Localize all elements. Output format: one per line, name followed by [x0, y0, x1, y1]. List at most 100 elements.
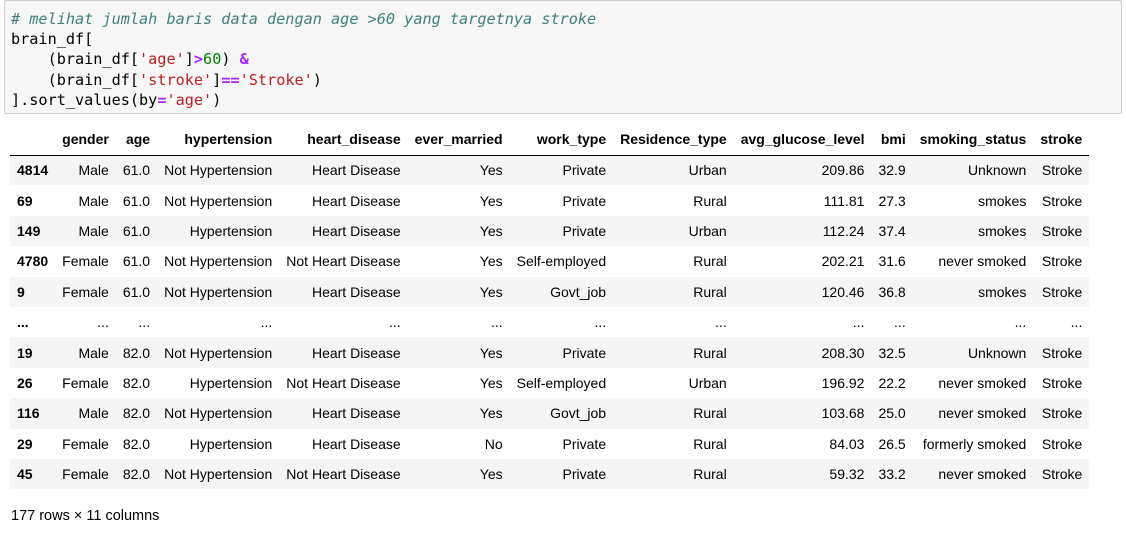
row-index: 45: [17, 466, 33, 483]
table-cell: 25.0: [878, 405, 906, 422]
table-cell: Heart Disease: [311, 222, 401, 239]
table-cell: Stroke: [1041, 162, 1083, 179]
table-cell: ...: [388, 314, 401, 331]
table-cell: Yes: [479, 344, 503, 361]
code-text: (brain_df[: [11, 70, 140, 89]
table-cell: Female: [62, 374, 109, 391]
table-cell: 32.9: [878, 162, 906, 179]
table-cell: Male: [78, 162, 109, 179]
table-cell: 111.81: [823, 192, 865, 209]
code-text: brain_df[: [11, 30, 94, 49]
table-cell: smokes: [978, 222, 1027, 239]
table-cell: Yes: [479, 283, 503, 300]
code-string: 'age': [139, 50, 185, 69]
table-row: 4780 Female 61.0 Not Hypertension Not Heart …: [10, 246, 1090, 277]
table-cell: Female: [62, 435, 109, 452]
table-cell: ...: [260, 314, 273, 331]
table-cell: Yes: [479, 222, 503, 239]
table-cell: Not Hypertension: [164, 192, 273, 209]
code-operator: &: [239, 50, 249, 69]
table-cell: Male: [78, 344, 109, 361]
table-cell: Not Heart Disease: [286, 374, 401, 391]
code-text: ]: [184, 50, 194, 69]
table-cell: 208.30: [821, 344, 865, 361]
table-cell: ...: [715, 314, 727, 331]
table-cell: ...: [894, 314, 906, 331]
cell-output: gender age hypertension heart_disease ev…: [10, 124, 1090, 490]
code-line-2: brain_df[: [11, 29, 1121, 49]
table-cell: 61.0: [122, 283, 151, 300]
code-cell-input[interactable]: # melihat jumlah baris data dengan age >…: [4, 0, 1122, 114]
table-row: 149 Male 61.0 Hypertension Heart Disease Yes P…: [10, 215, 1090, 247]
table-row: 45 Female 82.0 Not Hypertension Not Heart Di…: [10, 458, 1090, 490]
table-cell: Heart Disease: [311, 162, 401, 179]
row-index: 4814: [17, 162, 49, 179]
row-index: 149: [17, 222, 41, 239]
table-cell: 202.21: [821, 253, 865, 270]
table-cell: 103.68: [821, 405, 865, 422]
table-body: 4814 Male 61.0 Not Hypertension Heart Diseas…: [10, 155, 1090, 490]
table-cell: Private: [562, 466, 607, 483]
table-cell: Not Hypertension: [164, 253, 273, 270]
table-cell: 82.0: [122, 466, 151, 483]
table-cell: No: [484, 435, 503, 452]
table-cell: Stroke: [1041, 405, 1083, 422]
table-cell: Yes: [479, 162, 503, 179]
table-cell: Stroke: [1041, 253, 1083, 270]
code-operator: >: [193, 50, 204, 69]
table-cell: Private: [562, 162, 607, 179]
table-cell: Yes: [479, 466, 503, 483]
table-cell: Not Hypertension: [164, 344, 273, 361]
table-cell: Not Hypertension: [164, 162, 273, 179]
code-comment: # melihat jumlah baris data dengan age >…: [11, 10, 597, 28]
column-header: smoking_status: [912, 124, 1034, 156]
table-cell: 112.24: [822, 222, 865, 239]
column-header-index: [10, 124, 56, 156]
table-cell: 61.0: [122, 222, 151, 239]
column-header: ever_married: [407, 124, 510, 156]
table-cell: 22.2: [878, 374, 906, 391]
code-operator: =: [157, 90, 167, 109]
table-cell: Stroke: [1041, 283, 1083, 300]
code-text: ].sort_values(by: [11, 90, 158, 109]
table-cell: Govt_job: [550, 283, 607, 300]
code-string: 'Stroke': [239, 70, 313, 89]
table-cell: 84.03: [829, 435, 865, 452]
table-cell: Heart Disease: [311, 344, 401, 361]
table-cell: ...: [138, 314, 151, 331]
code-operator: ==: [221, 70, 240, 89]
column-header: stroke: [1033, 124, 1090, 156]
table-cell: Urban: [688, 222, 727, 239]
table-cell: Female: [62, 466, 109, 483]
code-line-3: (brain_df['age']>60) &: [11, 49, 1121, 69]
table-cell: Rural: [693, 192, 727, 209]
table-cell: Hypertension: [189, 435, 273, 452]
table-cell: Heart Disease: [311, 435, 401, 452]
table-cell: Hypertension: [189, 374, 273, 391]
row-index: ...: [17, 314, 29, 331]
table-cell: Heart Disease: [311, 192, 401, 209]
table-cell: Rural: [693, 466, 727, 483]
table-cell: 37.4: [878, 222, 906, 239]
table-cell: Male: [78, 222, 109, 239]
table-row: ....................................: [10, 306, 1090, 338]
table-cell: 61.0: [122, 253, 151, 270]
table-cell: Rural: [693, 405, 727, 422]
column-header: bmi: [871, 124, 913, 156]
table-cell: Rural: [693, 253, 727, 270]
table-cell: Urban: [688, 162, 727, 179]
table-cell: Heart Disease: [311, 283, 401, 300]
code-number: 60: [203, 50, 222, 69]
table-cell: 33.2: [878, 466, 906, 483]
code-line-1: # melihat jumlah baris data dengan age >…: [11, 9, 1121, 29]
row-index: 69: [17, 192, 33, 209]
code-text: ): [312, 70, 322, 89]
table-row: 116 Male 82.0 Not Hypertension Heart Disease…: [10, 398, 1090, 429]
row-index: 9: [17, 283, 25, 300]
table-cell: Urban: [688, 374, 727, 391]
code-string: 'stroke': [139, 70, 213, 89]
table-cell: Yes: [479, 192, 503, 209]
dataframe-table: gender age hypertension heart_disease ev…: [10, 124, 1090, 490]
table-cell: Self-employed: [516, 374, 607, 391]
table-cell: Stroke: [1041, 222, 1083, 239]
